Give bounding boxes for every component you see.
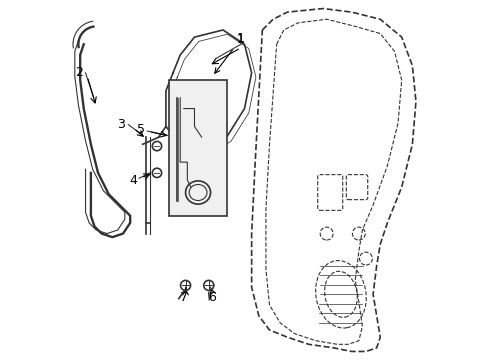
Text: 4: 4: [129, 174, 138, 186]
Text: 8: 8: [196, 114, 203, 127]
Text: 2: 2: [75, 66, 83, 79]
Text: 6: 6: [208, 291, 216, 305]
Text: 7: 7: [180, 291, 187, 305]
Text: 3: 3: [117, 118, 125, 131]
Text: 5: 5: [137, 123, 144, 136]
Text: 1: 1: [214, 32, 244, 73]
Text: 1: 1: [237, 33, 244, 46]
FancyBboxPatch shape: [169, 80, 226, 216]
